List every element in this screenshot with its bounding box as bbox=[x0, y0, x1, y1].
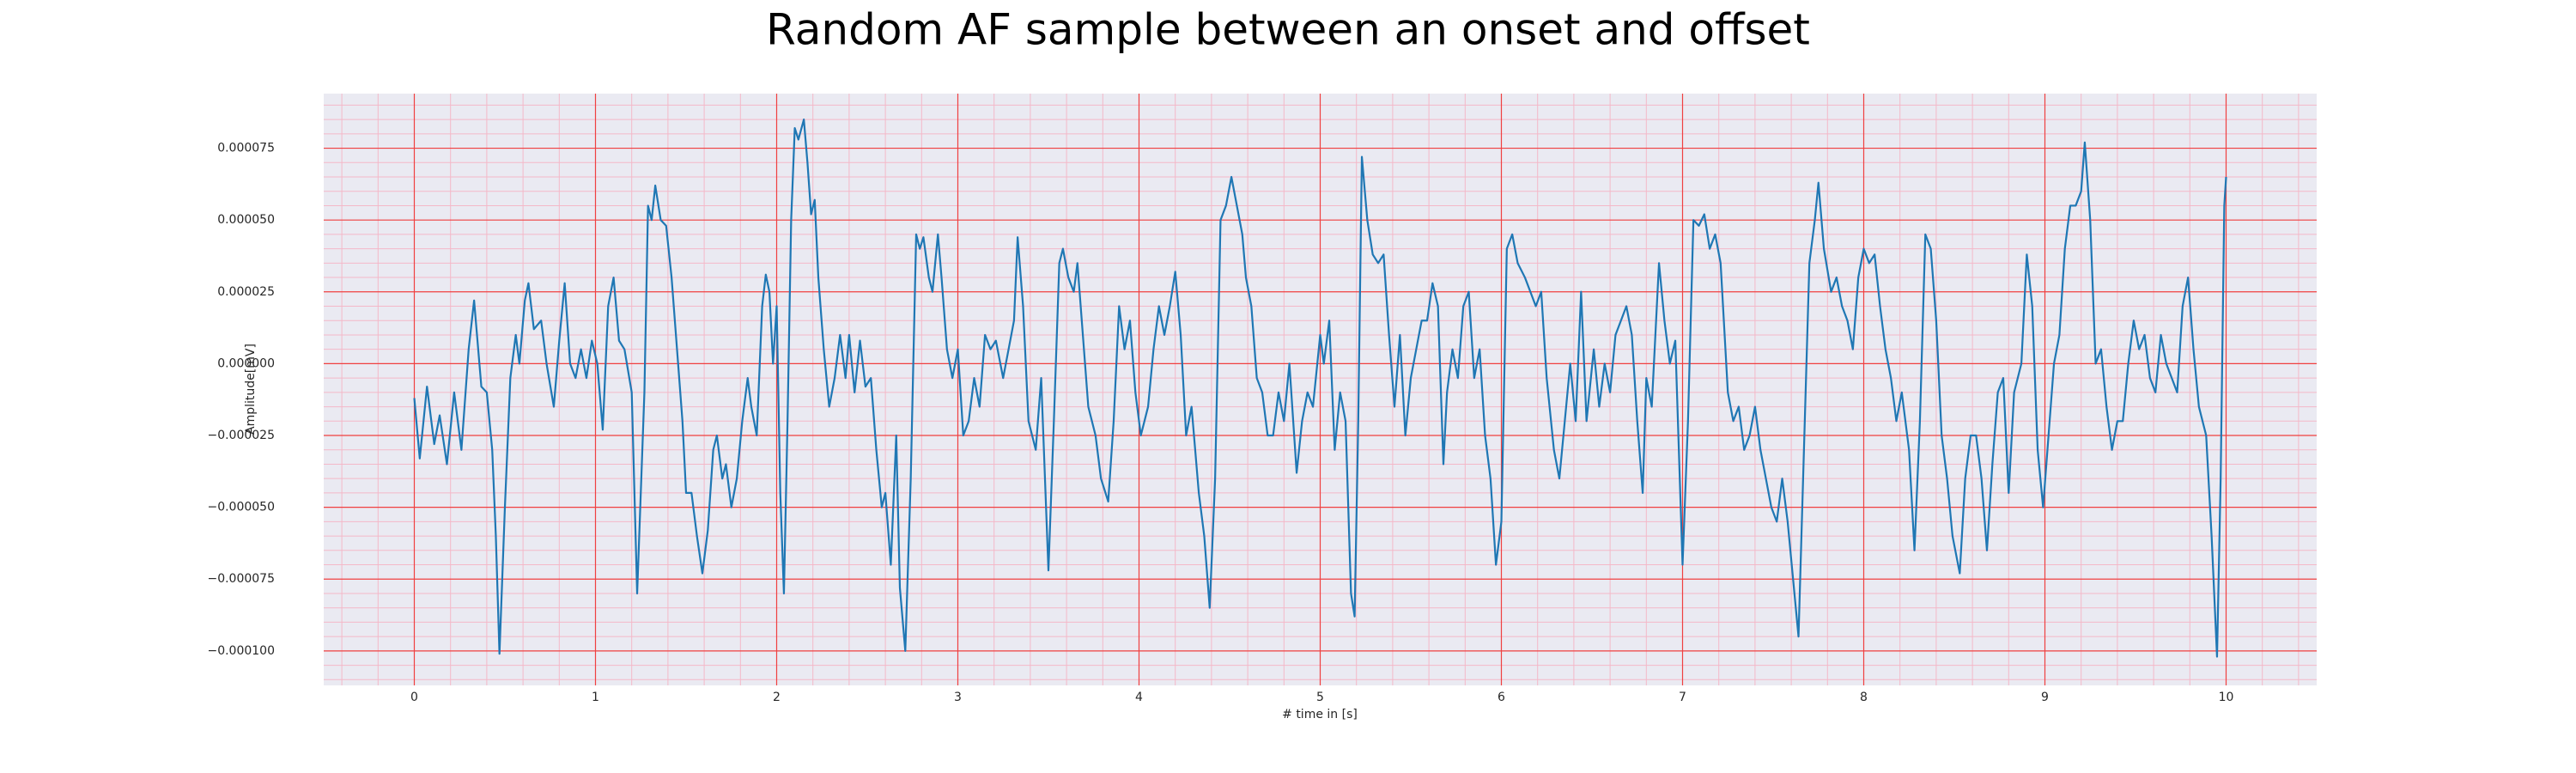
y-tick-label: −0.000100 bbox=[207, 644, 275, 658]
x-tick-label: 8 bbox=[1860, 691, 1868, 704]
y-tick-label: 0.000025 bbox=[217, 285, 275, 299]
x-axis-label: # time in [s] bbox=[1282, 708, 1358, 721]
y-tick-label: 0.000000 bbox=[217, 356, 275, 370]
x-tick-label: 6 bbox=[1498, 691, 1505, 704]
y-tick-label: −0.000075 bbox=[207, 572, 275, 586]
x-tick-label: 4 bbox=[1135, 691, 1143, 704]
x-tick-label: 3 bbox=[954, 691, 962, 704]
x-tick-label: 9 bbox=[2041, 691, 2049, 704]
chart-title: Random AF sample between an onset and of… bbox=[766, 5, 1810, 55]
x-tick-label: 10 bbox=[2219, 691, 2234, 704]
y-axis-label: Amplitude[mV] bbox=[244, 344, 258, 435]
signal-line bbox=[413, 119, 2227, 658]
x-tick-label: 1 bbox=[592, 691, 599, 704]
y-tick-label: 0.000075 bbox=[217, 142, 275, 155]
x-tick-label: 7 bbox=[1679, 691, 1686, 704]
y-tick-label: −0.000050 bbox=[207, 501, 275, 514]
x-tick-label: 2 bbox=[773, 691, 781, 704]
y-tick-label: 0.000050 bbox=[217, 213, 275, 227]
x-tick-label: 5 bbox=[1316, 691, 1324, 704]
y-tick-label: −0.000025 bbox=[207, 429, 275, 442]
x-tick-label: 0 bbox=[410, 691, 418, 704]
